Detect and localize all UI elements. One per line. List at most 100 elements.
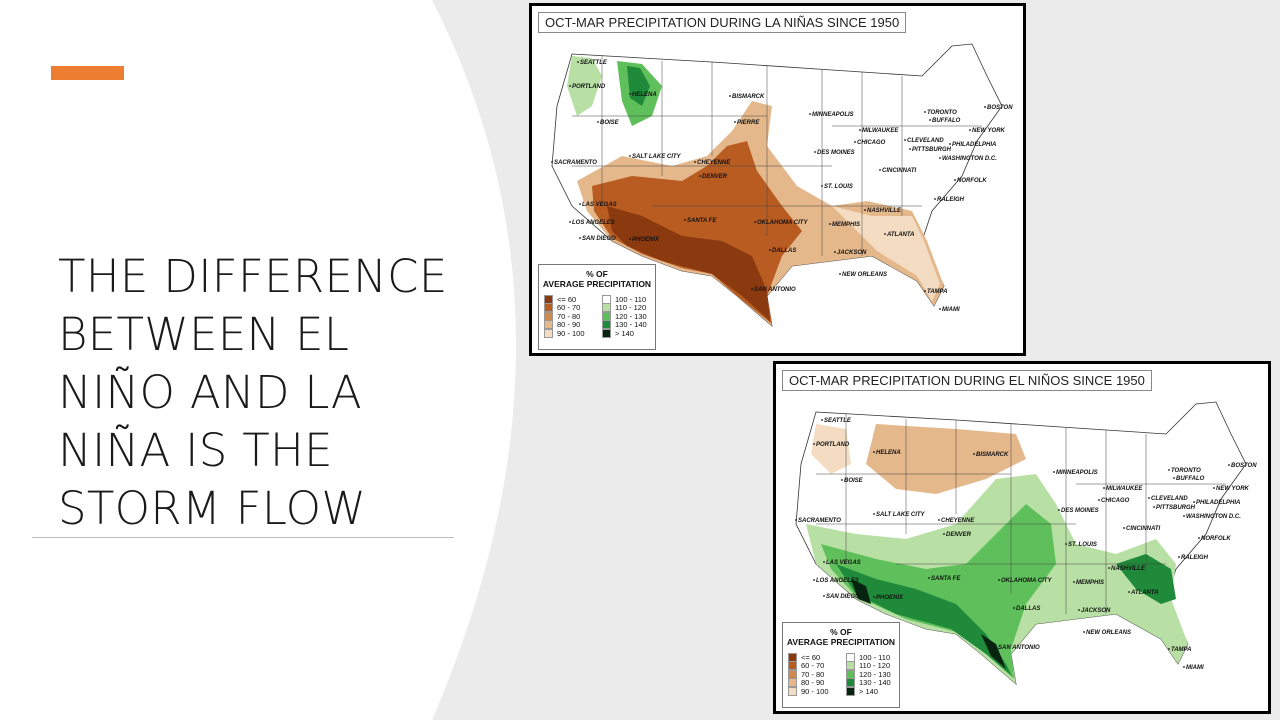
city-label: SAN DIEGO — [826, 594, 860, 600]
legend-entry: > 140 — [846, 686, 902, 696]
city-label: ST. LOUIS — [1068, 542, 1097, 548]
city-label: NEW ORLEANS — [842, 272, 887, 278]
city-marker — [1168, 648, 1170, 650]
city-label: CLEVELAND — [907, 138, 944, 144]
legend-label: 80 - 90 — [801, 678, 825, 688]
city-label: BOISE — [600, 120, 620, 126]
city-label: LAS VEGAS — [582, 202, 617, 208]
city-marker — [834, 251, 836, 253]
title-line-3: NIÑO AND LA — [58, 366, 362, 419]
legend-swatch — [544, 328, 553, 338]
legend-label: 70 - 80 — [557, 311, 581, 321]
city-marker — [1108, 567, 1110, 569]
city-marker — [873, 513, 875, 515]
legend-label: 70 - 80 — [801, 669, 825, 679]
city-label: DENVER — [702, 174, 728, 180]
city-label: CINCINNATI — [882, 168, 917, 174]
legend-heading-line1: % OF — [586, 269, 608, 279]
city-marker — [694, 161, 696, 163]
city-label: BOSTON — [1231, 463, 1257, 469]
city-marker — [577, 61, 579, 63]
city-marker — [1078, 609, 1080, 611]
city-marker — [754, 221, 756, 223]
city-marker — [821, 419, 823, 421]
city-marker — [1198, 537, 1200, 539]
el-nino-map-image: SEATTLE PORTLAND HELENA BOISE BISMARCK MINNEA… — [795, 401, 1257, 686]
city-label: NEW ORLEANS — [1086, 630, 1131, 636]
title-line-4: NIÑA IS THE — [58, 424, 333, 477]
city-marker — [751, 288, 753, 290]
city-marker — [809, 113, 811, 115]
city-label: MIAMI — [942, 307, 960, 313]
la-nina-map-image: SEATTLE PORTLAND HELENA BOISE BISMARCK PIERRE… — [551, 43, 1013, 328]
city-marker — [928, 577, 930, 579]
el-nino-map: SEATTLE PORTLAND HELENA BOISE BISMARCK MINNEA… — [773, 361, 1271, 714]
city-marker — [969, 129, 971, 131]
city-marker — [1183, 515, 1185, 517]
city-marker — [909, 148, 911, 150]
city-label: SEATTLE — [824, 418, 852, 424]
city-marker — [821, 185, 823, 187]
city-label: LOS ANGELES — [816, 578, 859, 584]
city-label: NORFOLK — [957, 178, 987, 184]
el-nino-map-title: OCT-MAR PRECIPITATION DURING EL NIÑOS SI… — [782, 370, 1152, 391]
city-label: SEATTLE — [580, 60, 608, 66]
city-label: SACRAMENTO — [798, 518, 841, 524]
legend-entry: 80 - 90 — [544, 320, 600, 330]
legend-heading: % OF AVERAGE PRECIPITATION — [539, 269, 655, 289]
legend-label: 130 - 140 — [859, 678, 891, 688]
legend-right-column: 100 - 110 110 - 120 120 - 130 130 - 140 > 14… — [602, 294, 658, 338]
legend-left-column: <= 60 60 - 70 70 - 80 80 - 90 90 - 100 — [544, 294, 600, 338]
city-marker — [1173, 477, 1175, 479]
city-label: CHEYENNE — [697, 160, 731, 166]
city-marker — [934, 198, 936, 200]
city-marker — [954, 179, 956, 181]
city-marker — [551, 161, 553, 163]
city-marker — [734, 121, 736, 123]
city-marker — [1065, 543, 1067, 545]
city-marker — [879, 169, 881, 171]
city-label: CHICAGO — [1101, 498, 1130, 504]
city-marker — [904, 139, 906, 141]
la-nina-map: SEATTLE PORTLAND HELENA BOISE BISMARCK PIERRE… — [529, 3, 1026, 356]
city-label: PHOENIX — [632, 237, 660, 243]
city-marker — [924, 111, 926, 113]
city-label: DENVER — [946, 532, 972, 538]
city-label: SACRAMENTO — [554, 160, 597, 166]
city-label: JACKSON — [837, 250, 867, 256]
city-marker — [1178, 556, 1180, 558]
legend-label: 120 - 130 — [859, 669, 891, 679]
city-label: SAN ANTONIO — [754, 287, 796, 293]
legend-label: 110 - 120 — [615, 303, 647, 313]
el-nino-legend: % OF AVERAGE PRECIPITATION <= 60 60 - 70 7… — [782, 622, 900, 708]
city-marker — [938, 519, 940, 521]
city-label: CLEVELAND — [1151, 496, 1188, 502]
legend-label: 60 - 70 — [557, 303, 581, 313]
legend-swatch — [788, 686, 797, 696]
el-nino-state-borders — [816, 414, 1226, 614]
city-label: RALEIGH — [1181, 555, 1209, 561]
el-nino-precip-shading — [795, 401, 1247, 686]
city-marker — [864, 209, 866, 211]
city-marker — [769, 249, 771, 251]
legend-entry: 110 - 120 — [846, 661, 902, 671]
city-label: PITTSBURGH — [912, 147, 952, 153]
city-marker — [1128, 591, 1130, 593]
city-marker — [1058, 509, 1060, 511]
city-marker — [813, 443, 815, 445]
city-label: MEMPHIS — [1076, 580, 1104, 586]
city-label: SANTA FE — [931, 576, 961, 582]
legend-label: 60 - 70 — [801, 661, 825, 671]
city-marker — [729, 95, 731, 97]
city-label: DALLAS — [772, 248, 796, 254]
legend-entry: 120 - 130 — [846, 669, 902, 679]
city-marker — [569, 85, 571, 87]
legend-heading: % OF AVERAGE PRECIPITATION — [783, 627, 899, 647]
city-label: SANTA FE — [687, 218, 717, 224]
city-label: SALT LAKE CITY — [632, 154, 682, 160]
city-label: MIAMI — [1186, 665, 1204, 671]
city-marker — [1103, 487, 1105, 489]
city-marker — [873, 451, 875, 453]
city-marker — [929, 119, 931, 121]
legend-heading-line2: AVERAGE PRECIPITATION — [542, 279, 652, 289]
